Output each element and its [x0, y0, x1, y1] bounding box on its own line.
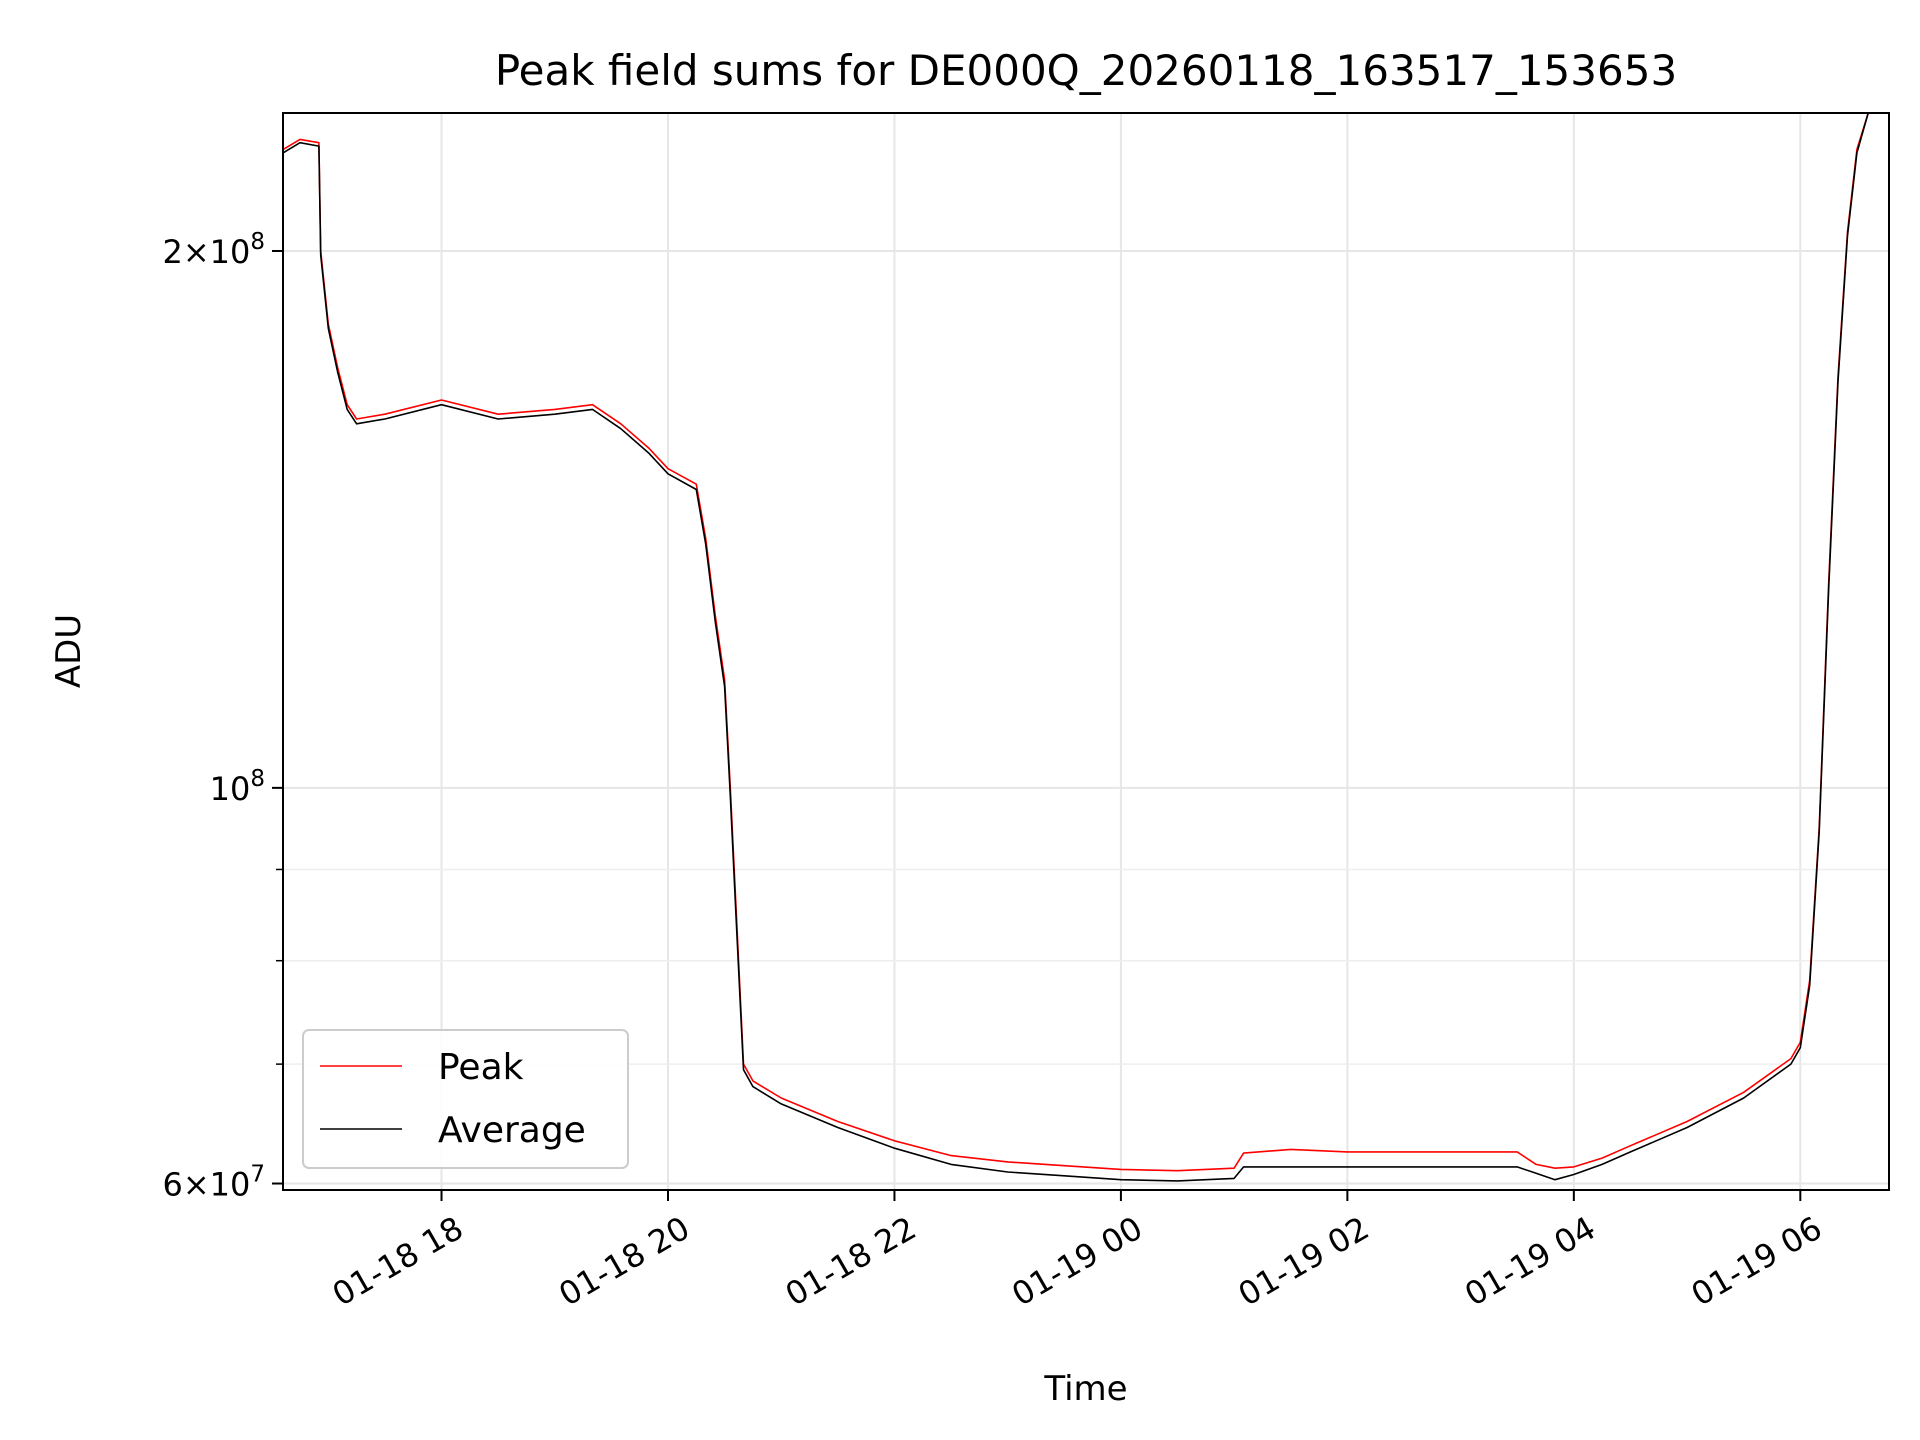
- y-tick-label: 6×107: [162, 1162, 265, 1204]
- chart-title: Peak field sums for DE000Q_20260118_1635…: [495, 46, 1677, 95]
- series-layer: [283, 113, 1869, 1182]
- legend-box: [302, 1029, 629, 1169]
- y-axis-label: ADU: [49, 614, 89, 688]
- series-line-peak: [283, 113, 1869, 1172]
- y-axis: 6×107 108 2×108: [162, 229, 283, 1204]
- legend-label-peak: Peak: [438, 1047, 524, 1088]
- x-axis-label: Time: [1043, 1369, 1127, 1409]
- legend-label-average: Average: [438, 1110, 586, 1151]
- y-tick-label: 108: [210, 766, 265, 808]
- legend: Peak Average: [302, 1029, 629, 1169]
- plot-frame: [282, 112, 1890, 1191]
- series-line-average: [283, 113, 1869, 1182]
- y-tick-label: 2×108: [162, 229, 265, 271]
